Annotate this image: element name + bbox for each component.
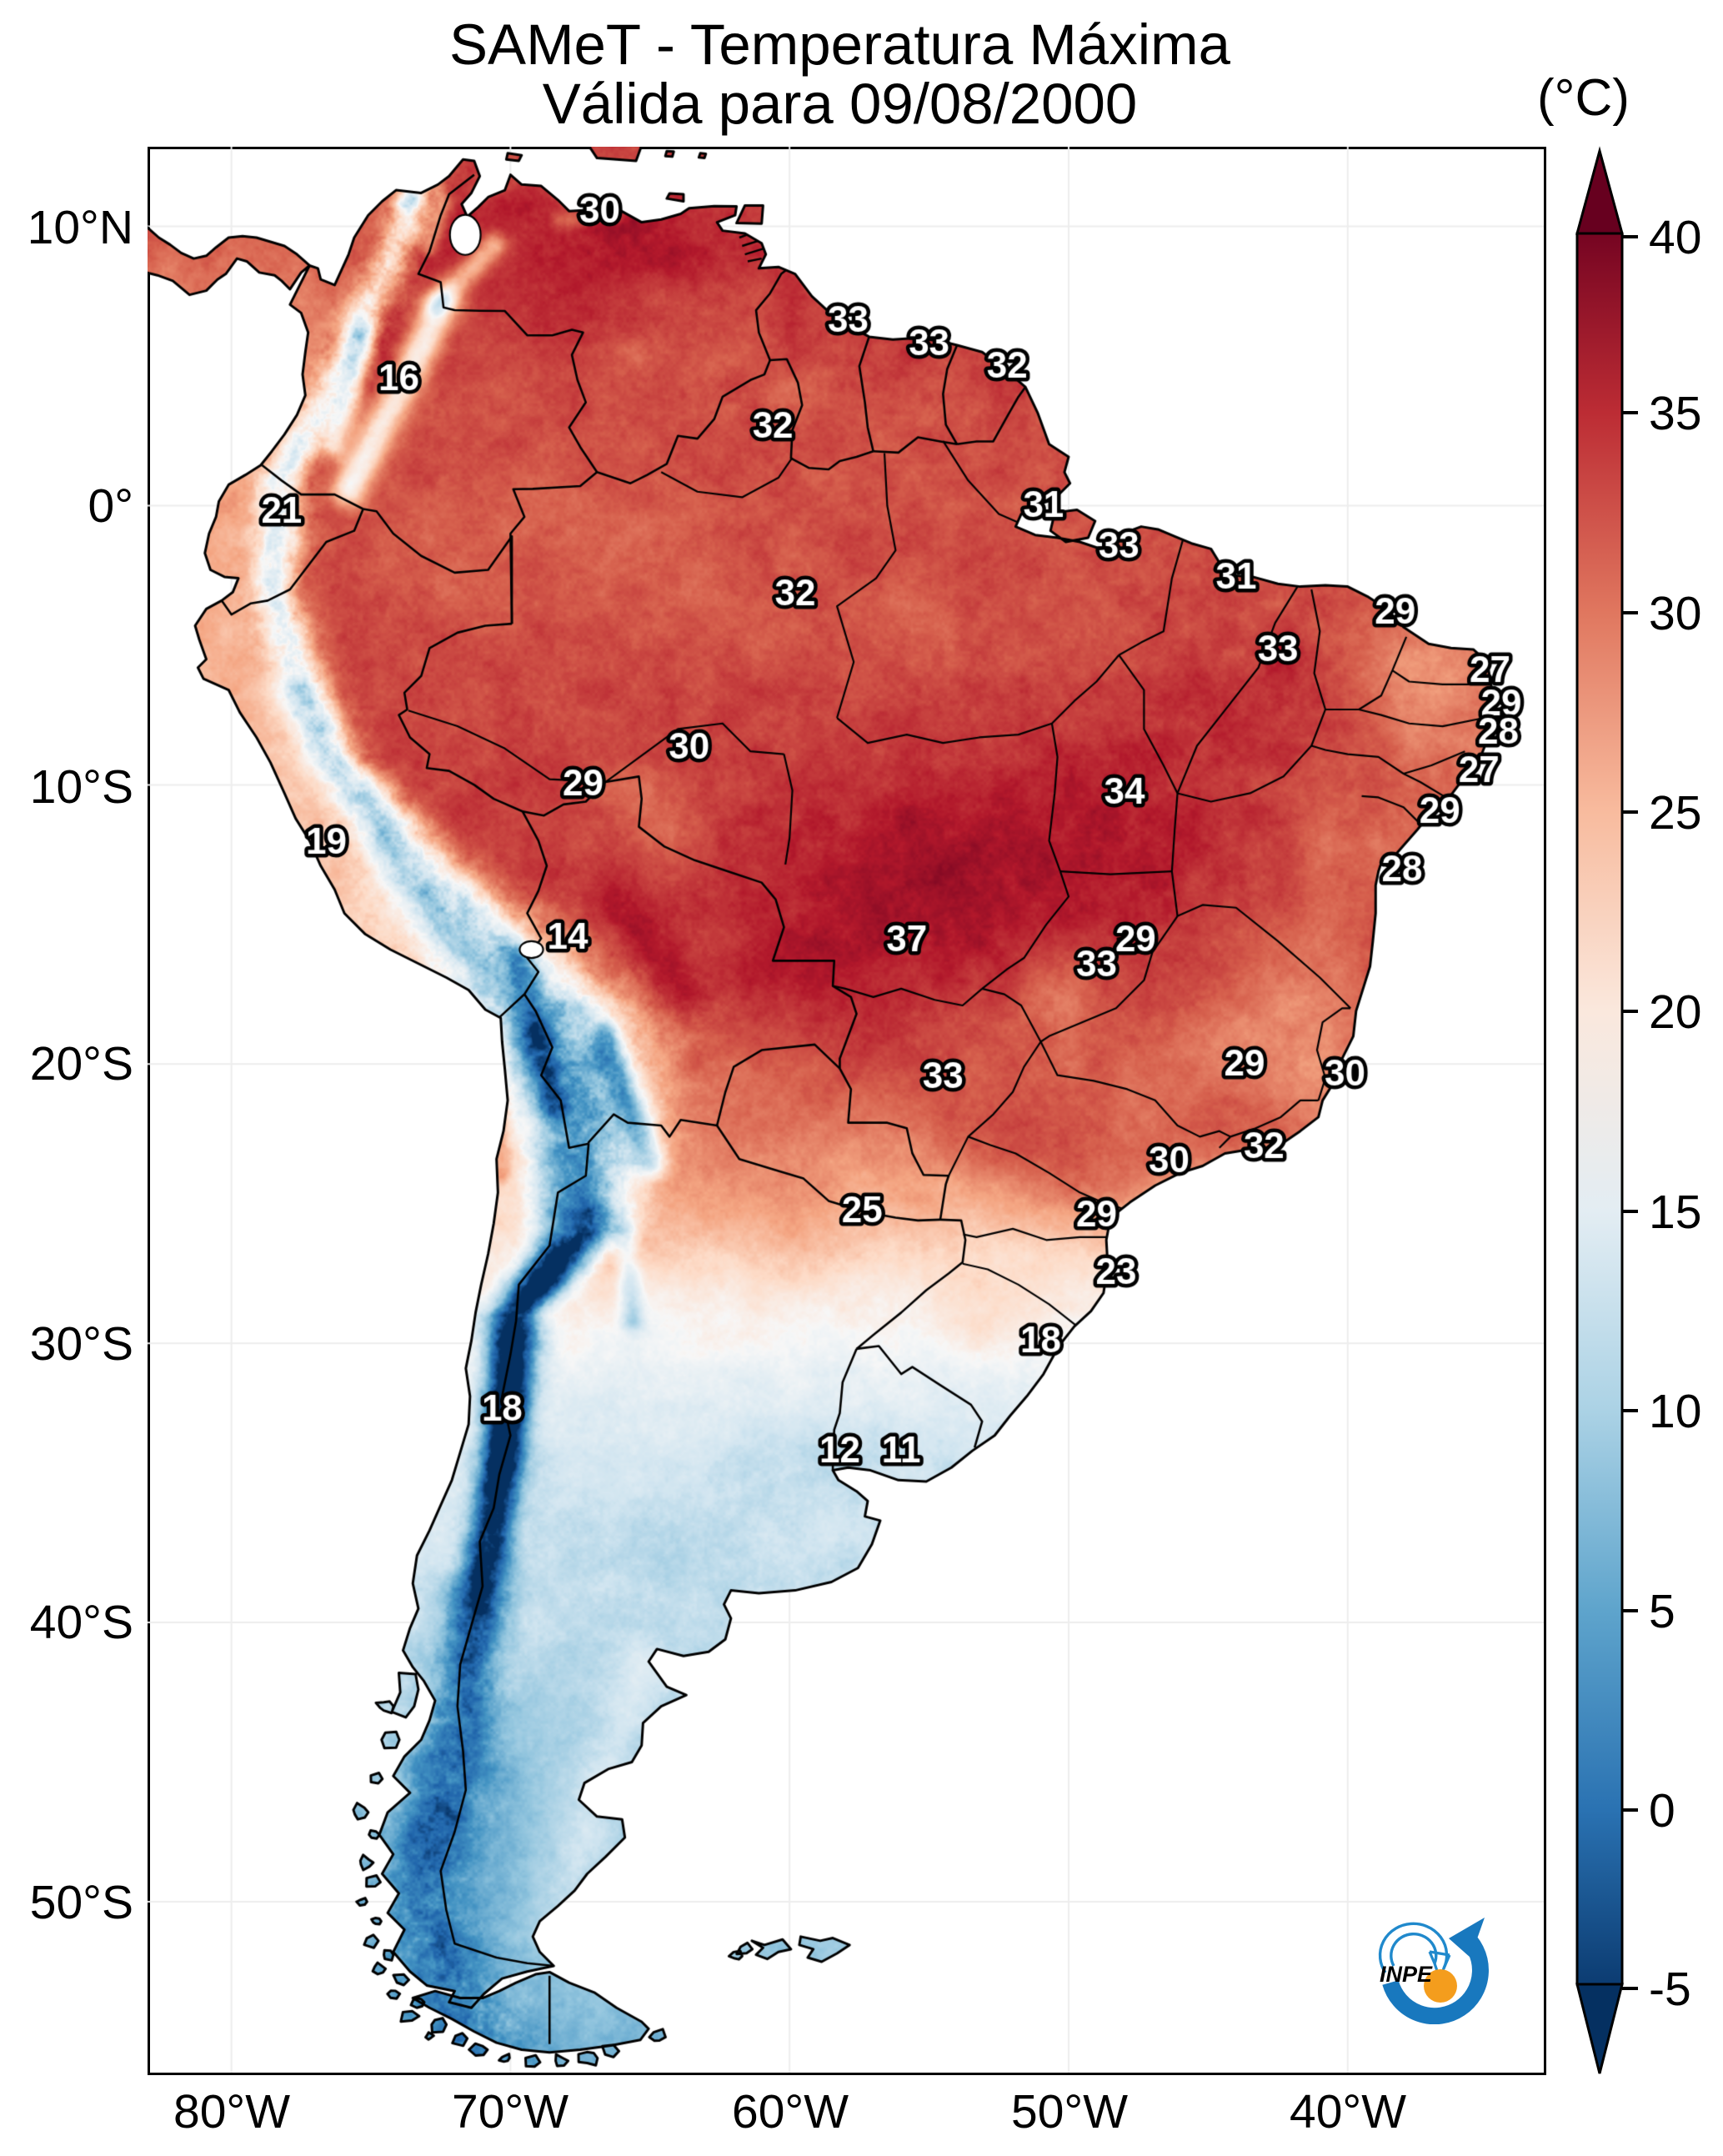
svg-text:10: 10 <box>1649 1385 1701 1438</box>
svg-text:15: 15 <box>1649 1186 1701 1239</box>
svg-text:40: 40 <box>1649 211 1701 264</box>
svg-text:-5: -5 <box>1649 1963 1691 2016</box>
svg-text:30: 30 <box>1649 587 1701 640</box>
svg-text:35: 35 <box>1649 387 1701 440</box>
svg-text:INPE: INPE <box>1380 1962 1433 1987</box>
svg-text:5: 5 <box>1649 1585 1675 1638</box>
svg-text:0: 0 <box>1649 1784 1675 1838</box>
svg-text:25: 25 <box>1649 786 1701 840</box>
svg-text:20: 20 <box>1649 985 1701 1039</box>
